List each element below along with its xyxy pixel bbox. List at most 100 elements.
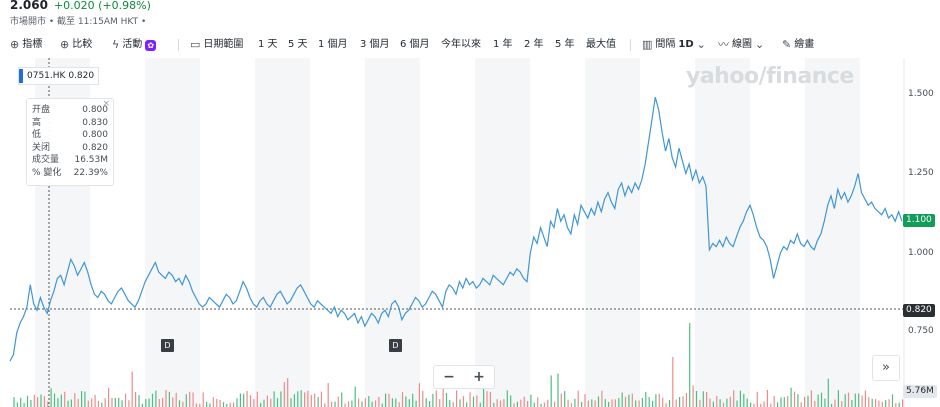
volume-bar — [807, 395, 809, 407]
volume-bar — [324, 403, 326, 407]
range-max[interactable]: 最大值 — [586, 39, 616, 50]
volume-bar — [158, 399, 160, 407]
volume-bar — [47, 401, 49, 407]
ohlc-tooltip: × 开盘 0.800 高 0.830 低 0.800 关闭 0.820 成交量 16.53… — [26, 98, 114, 186]
volume-bar — [722, 402, 725, 407]
interval-label: 間隔 — [655, 39, 676, 50]
volume-bar — [344, 403, 346, 407]
volume-bar — [189, 391, 191, 407]
indicators-button[interactable]: ⊕ 指標 — [10, 36, 42, 54]
range-1y[interactable]: 1 年 — [493, 39, 513, 50]
volume-bar — [293, 394, 295, 407]
volume-bar — [513, 403, 515, 407]
volume-bar — [881, 401, 883, 407]
volume-bar — [510, 395, 512, 407]
volume-bar — [287, 378, 289, 407]
volume-bar — [739, 390, 741, 407]
interval-dropdown[interactable]: ▥ 間隔 1D ⌄ — [642, 36, 706, 54]
volume-bar — [804, 396, 806, 407]
volume-bar — [256, 391, 258, 407]
volume-bar — [479, 402, 481, 407]
volume-bars — [13, 323, 904, 407]
dividend-marker[interactable]: D — [161, 339, 174, 352]
volume-bar — [418, 383, 420, 407]
volume-bar — [358, 398, 360, 407]
volume-bar — [797, 394, 799, 407]
date-range-button[interactable]: ▭ 日期範圍 — [190, 36, 243, 54]
volume-bar — [773, 396, 775, 407]
volume-bar — [871, 398, 873, 407]
volume-bar — [635, 400, 637, 407]
scroll-to-end-button[interactable]: » — [872, 355, 900, 381]
volume-bar — [243, 393, 245, 407]
volume-bar — [108, 387, 110, 407]
volume-bar — [733, 390, 735, 407]
range-1m[interactable]: 1 個月 — [318, 39, 348, 50]
volume-bar — [57, 398, 59, 407]
volume-bar — [631, 393, 633, 407]
volume-bar — [685, 393, 687, 407]
volume-bar — [841, 401, 843, 407]
volume-bar — [550, 375, 552, 407]
zoom-in-button[interactable]: + — [473, 369, 485, 385]
volume-bar — [178, 400, 181, 407]
volume-bar — [560, 393, 562, 407]
volume-bar — [391, 398, 393, 407]
volume-bar — [304, 392, 306, 407]
range-ytd[interactable]: 今年以來 — [441, 39, 481, 50]
volume-bar — [624, 396, 627, 407]
volume-bar — [162, 397, 164, 407]
volume-bar — [81, 391, 83, 407]
volume-bar — [182, 401, 184, 407]
volume-bar — [151, 393, 154, 407]
range-5y[interactable]: 5 年 — [555, 39, 575, 50]
draw-button[interactable]: ✎ 繪畫 — [782, 36, 814, 54]
volume-bar — [618, 398, 620, 407]
volume-bar — [770, 403, 772, 407]
volume-bar — [97, 400, 99, 407]
ticker-value: 0.820 — [68, 71, 95, 81]
range-5d[interactable]: 5 天 — [288, 39, 308, 50]
volume-bar — [557, 373, 559, 407]
range-6m[interactable]: 6 個月 — [400, 39, 430, 50]
chevron-down-icon: ⌄ — [696, 38, 706, 51]
volume-bar — [858, 393, 860, 407]
volume-bar — [202, 392, 204, 407]
volume-bar — [587, 400, 589, 407]
volume-bar — [206, 402, 208, 407]
volume-bar — [469, 392, 471, 407]
volume-bar — [527, 401, 529, 407]
volume-bar — [533, 402, 535, 407]
range-2y[interactable]: 2 年 — [524, 39, 544, 50]
volume-bar — [709, 398, 711, 407]
dividend-marker[interactable]: D — [389, 339, 402, 352]
time-band — [475, 58, 530, 407]
price-chart[interactable] — [0, 58, 940, 407]
volume-bar — [371, 401, 373, 407]
volume-bar — [16, 402, 18, 407]
close-icon[interactable]: × — [102, 99, 110, 109]
volume-bar — [591, 399, 593, 407]
range-1d[interactable]: 1 天 — [258, 39, 278, 50]
volume-bar — [378, 396, 380, 407]
volume-bar — [320, 391, 322, 407]
volume-bar — [327, 383, 329, 407]
zoom-out-button[interactable]: − — [443, 369, 455, 385]
volume-bar — [564, 391, 566, 407]
volume-bar — [466, 402, 468, 407]
events-button[interactable]: ϟ 活動 ✿ — [112, 36, 157, 54]
volume-bar — [30, 400, 32, 407]
volume-bar — [138, 395, 140, 407]
ticker-legend[interactable]: 0751.HK 0.820 — [18, 67, 100, 85]
chart-type-dropdown[interactable]: 〰 線圖 ⌄ — [718, 36, 764, 54]
volume-bar — [699, 399, 701, 407]
volume-bar — [50, 388, 52, 407]
volume-bar — [878, 400, 880, 407]
volume-bar — [486, 391, 488, 407]
volume-bar — [199, 403, 201, 407]
volume-bar — [641, 398, 643, 407]
range-3m[interactable]: 3 個月 — [360, 39, 390, 50]
compare-button[interactable]: ⊕ 比較 — [60, 36, 92, 54]
volume-bar — [638, 400, 640, 407]
volume-bar — [665, 403, 667, 407]
